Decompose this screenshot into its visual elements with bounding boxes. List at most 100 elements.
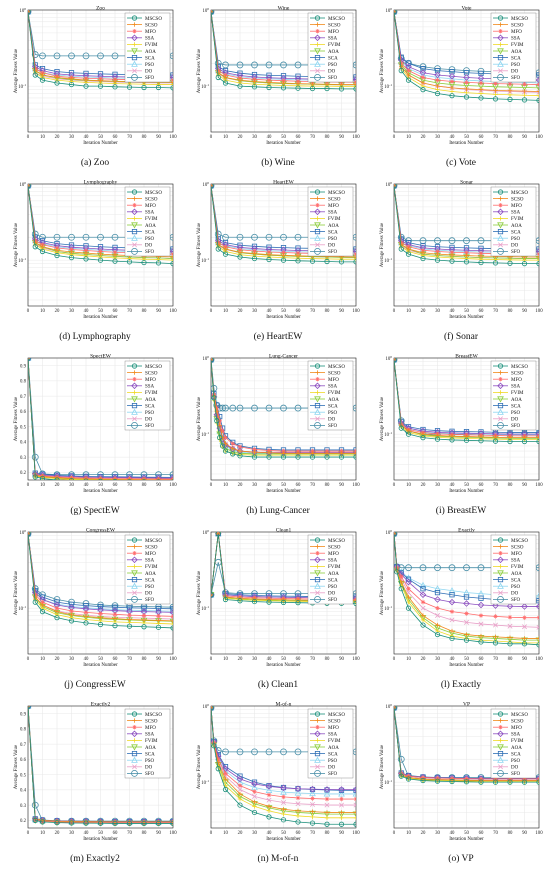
plot-frame: [393, 705, 540, 829]
x-tick-label: 70: [127, 657, 132, 662]
x-tick-label: 50: [281, 483, 286, 488]
data-point: [97, 820, 104, 826]
y-tick-label: 10-1: [18, 605, 26, 612]
data-point: [252, 248, 257, 254]
legend-label: FVIM: [511, 43, 524, 48]
legend-label: SFO: [328, 772, 338, 777]
data-point: [295, 448, 301, 454]
data-point: [32, 72, 38, 78]
data-point: [28, 10, 31, 15]
x-tick-label: 0: [27, 483, 30, 488]
data-point: [280, 784, 287, 792]
y-tick-label: 10-1: [18, 83, 26, 90]
legend-label: SCSO: [145, 197, 158, 202]
legend-label: FVIM: [145, 565, 158, 570]
data-point: [536, 779, 539, 784]
x-tick-label: 80: [142, 657, 147, 662]
data-point: [324, 258, 330, 265]
legend-label: SFO: [145, 772, 155, 777]
legend-label: SCA: [328, 56, 338, 61]
data-point: [521, 261, 528, 267]
legend-label: SSA: [145, 385, 155, 390]
data-point: [394, 10, 397, 15]
data-point: [68, 255, 75, 261]
data-point: [219, 404, 227, 412]
chart-title: CongressEW: [86, 528, 116, 534]
data-point: [281, 78, 286, 83]
data-point: [237, 783, 243, 788]
legend-marker: [131, 770, 138, 777]
data-point: [28, 10, 31, 14]
series-mscso: [28, 706, 173, 827]
chart-panel: M-of-n 0 10 20 30 40 50 60 70 80 90 100 Iteration Nu…: [193, 700, 363, 870]
data-point: [323, 786, 331, 793]
x-tick-label: 90: [522, 135, 527, 140]
data-point: [449, 609, 455, 614]
x-tick-label: 70: [493, 309, 498, 314]
data-point: [295, 795, 301, 801]
data-point: [478, 633, 484, 639]
x-tick-label: 100: [535, 483, 543, 488]
legend-marker: [498, 242, 503, 248]
series-line: [211, 185, 356, 258]
plot-frame: [393, 9, 540, 133]
x-tick-label: 20: [421, 657, 426, 662]
x-tick-label: 60: [296, 483, 301, 488]
data-point: [536, 435, 539, 440]
data-point: [39, 248, 46, 255]
legend-label: PSO: [328, 411, 338, 416]
legend-marker: [315, 196, 320, 201]
chart-svg: M-of-n 0 10 20 30 40 50 60 70 80 90 100 Iteration Nu…: [197, 701, 360, 843]
data-point: [536, 246, 539, 252]
data-point: [169, 818, 173, 826]
data-point: [281, 794, 286, 800]
data-point: [398, 773, 404, 779]
x-tick-label: 30: [252, 309, 257, 314]
legend-marker: [131, 189, 138, 195]
chart-caption: (m) Exactly2: [70, 854, 120, 864]
data-point: [69, 76, 74, 81]
data-point: [323, 790, 331, 797]
x-tick-label: 60: [296, 309, 301, 314]
chart-title: Clean1: [276, 528, 292, 534]
x-tick-label: 40: [84, 657, 89, 662]
chart-caption: (n) M-of-n: [257, 854, 299, 864]
legend-label: SSA: [328, 37, 338, 42]
chart-svg: Lymphography 0 10 20 30 40 50 60 70 80 90 100 Iterat…: [14, 180, 177, 321]
plot-frame: [210, 705, 357, 829]
data-point: [69, 249, 74, 255]
y-tick-label: 0.8: [20, 380, 27, 385]
data-point: [434, 65, 441, 73]
data-point: [266, 597, 272, 602]
data-point: [507, 260, 513, 266]
legend-marker: [314, 422, 321, 429]
data-point: [435, 77, 440, 83]
x-tick-label: 30: [435, 135, 440, 140]
legend-label: SCA: [511, 578, 521, 583]
data-point: [419, 591, 427, 599]
x-tick-label: 30: [69, 831, 74, 836]
data-point: [535, 79, 539, 86]
series-scso: [211, 184, 356, 260]
y-tick-label: 100: [202, 355, 209, 362]
data-point: [338, 259, 345, 265]
legend-marker: [315, 377, 320, 382]
chart-caption: (i) BreastEW: [435, 506, 487, 516]
data-point: [295, 813, 301, 819]
x-axis-label: Iteration Number: [449, 837, 484, 842]
x-tick-label: 50: [464, 135, 469, 140]
x-tick-label: 50: [281, 135, 286, 140]
data-point: [169, 474, 173, 480]
data-point: [507, 635, 513, 640]
data-point: [281, 448, 286, 454]
data-point: [169, 248, 173, 255]
data-point: [237, 254, 243, 260]
chart-panel: Sonar 0 10 20 30 40 50 60 70 80 90 100 Iteration Num…: [376, 178, 546, 348]
legend-marker: [497, 248, 504, 255]
series-line: [211, 185, 356, 260]
legend-label: FVIM: [328, 43, 341, 48]
y-tick-label: 100: [385, 7, 392, 14]
data-point: [464, 80, 469, 85]
